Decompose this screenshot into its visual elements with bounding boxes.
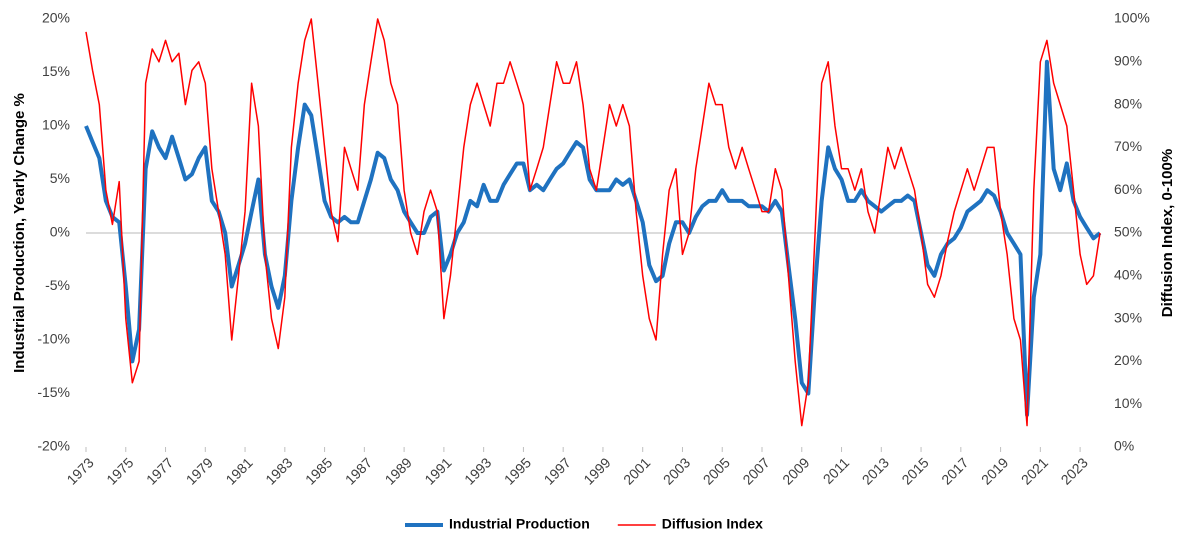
x-tick-label: 1993: [461, 454, 494, 487]
x-tick-label: 2009: [779, 454, 812, 487]
y-tick-label: 0%: [50, 224, 70, 240]
x-tick-label: 1991: [421, 454, 454, 487]
x-tick-label: 2005: [700, 454, 733, 487]
legend-label: Diffusion Index: [662, 516, 763, 532]
series-line: [85, 18, 1101, 427]
x-tick-label: 2015: [898, 454, 931, 487]
y-tick-label: -5%: [45, 277, 70, 293]
x-tick-label: 2013: [859, 454, 892, 487]
y2-tick-label: 40%: [1114, 267, 1142, 283]
x-tick-label: 1975: [103, 454, 136, 487]
x-tick-label: 1987: [342, 454, 375, 487]
y2-tick-label: 60%: [1114, 181, 1142, 197]
x-tick-label: 2017: [938, 454, 971, 487]
x-tick-label: 2023: [1058, 454, 1091, 487]
y2-axis-title: Diffusion Index, 0-100%: [1159, 149, 1176, 317]
x-tick-label: 1995: [501, 454, 534, 487]
x-tick-label: 1973: [63, 454, 96, 487]
y-tick-label: 5%: [50, 170, 70, 186]
y2-tick-label: 50%: [1114, 224, 1142, 240]
y-tick-label: -15%: [37, 384, 70, 400]
y2-tick-label: 90%: [1114, 53, 1142, 69]
series-line: [84, 59, 1102, 417]
y-tick-label: -20%: [37, 438, 70, 454]
y2-tick-label: 80%: [1114, 95, 1142, 111]
x-tick-label: 1997: [541, 454, 574, 487]
x-tick-label: 1999: [580, 454, 613, 487]
x-tick-label: 1989: [382, 454, 415, 487]
x-tick-label: 2019: [978, 454, 1011, 487]
legend-label: Industrial Production: [449, 516, 590, 532]
y2-tick-label: 100%: [1114, 10, 1150, 26]
y2-tick-label: 70%: [1114, 138, 1142, 154]
y2-tick-label: 0%: [1114, 438, 1134, 454]
x-tick-label: 2021: [1018, 454, 1051, 487]
x-tick-label: 1983: [262, 454, 295, 487]
x-tick-label: 2001: [620, 454, 653, 487]
x-tick-label: 2011: [820, 454, 853, 487]
x-tick-label: 1985: [302, 454, 335, 487]
y2-tick-label: 20%: [1114, 352, 1142, 368]
x-tick-label: 2003: [660, 454, 693, 487]
x-tick-label: 1981: [222, 454, 255, 487]
x-tick-label: 1979: [183, 454, 216, 487]
y2-tick-label: 10%: [1114, 395, 1142, 411]
y-axis-title: Industrial Production, Yearly Change %: [11, 93, 28, 373]
x-tick-label: 1977: [143, 454, 176, 487]
y-tick-label: -10%: [37, 331, 70, 347]
x-tick-label: 2007: [739, 454, 772, 487]
y-tick-label: 15%: [42, 63, 70, 79]
y-tick-label: 10%: [42, 117, 70, 133]
y2-tick-label: 30%: [1114, 309, 1142, 325]
y-tick-label: 20%: [42, 10, 70, 26]
